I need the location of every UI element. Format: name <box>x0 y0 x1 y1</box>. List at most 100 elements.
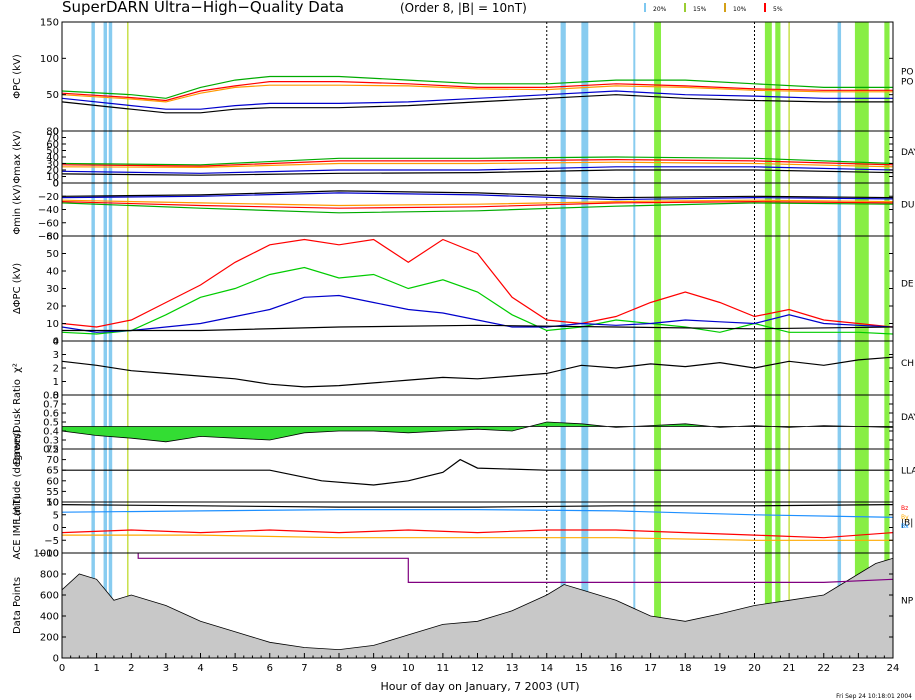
series-line <box>61 529 894 539</box>
quality-band <box>884 22 890 658</box>
y-tick-label: 10 <box>46 172 59 183</box>
x-axis: 0 1 2 3 4 5 6 7 8 9 10 11 12 13 14 15 16 17 18 19 20 21 22 23 24 <box>59 653 900 674</box>
y-tick-label: 70 <box>46 133 59 144</box>
series-line <box>61 81 893 102</box>
y-tick-label: −60 <box>38 218 59 229</box>
series-line <box>61 158 894 167</box>
legend-label: 5% <box>773 6 783 13</box>
y-tick-label: 65 <box>46 466 59 477</box>
y-axis-label: Φmax (kV) <box>12 130 23 183</box>
series-line <box>61 192 894 201</box>
quality-band <box>581 22 589 658</box>
right-label: PO <box>901 68 914 78</box>
y-tick-label: −10 <box>38 549 59 560</box>
quality-band <box>108 22 113 658</box>
quality-band <box>103 22 108 658</box>
y-tick-label: 0.5 <box>43 418 59 429</box>
x-tick-label: 10 <box>402 663 415 674</box>
x-tick-label: 21 <box>783 663 796 674</box>
x-tick-label: 24 <box>887 663 900 674</box>
quality-band <box>764 22 772 658</box>
series-line <box>62 458 893 486</box>
x-axis-label: Hour of day on January, 7 2003 (UT) <box>380 680 579 693</box>
y-tick-label: 0.8 <box>43 391 59 402</box>
figure-title: SuperDARN Ultra−High−Quality Data <box>62 0 344 16</box>
x-tick-label: 9 <box>370 663 376 674</box>
x-tick-label: 23 <box>852 663 865 674</box>
series-line <box>61 294 894 333</box>
y-tick-label: 0 <box>53 337 59 348</box>
quality-band <box>775 22 781 658</box>
series-line <box>137 553 894 583</box>
right-label: DE <box>901 280 914 290</box>
x-tick-label: 0 <box>59 663 65 674</box>
series-line <box>62 534 893 541</box>
quality-band <box>654 22 662 658</box>
series-line <box>61 199 894 207</box>
right-label: |B| <box>901 519 913 529</box>
x-tick-label: 13 <box>506 663 519 674</box>
y-tick-label: 0 <box>53 179 59 190</box>
series-line <box>61 356 894 388</box>
series-line <box>61 202 894 214</box>
series-line <box>61 190 894 199</box>
y-tick-label: 80 <box>46 127 59 138</box>
series-line <box>61 509 894 518</box>
y-tick-label: 10 <box>46 319 59 330</box>
right-label: DAY <box>901 148 915 158</box>
series-area <box>61 557 894 659</box>
y-tick-label: −80 <box>38 232 59 243</box>
y-axis-label: ΔΦPC (kV) <box>12 263 23 314</box>
y-tick-label: 600 <box>40 591 59 602</box>
x-tick-label: 1 <box>93 663 99 674</box>
series-line <box>61 161 894 169</box>
series-line <box>61 200 894 209</box>
x-tick-label: 20 <box>748 663 761 674</box>
y-tick-label: 50 <box>46 498 59 509</box>
legend-label: 20% <box>653 6 667 13</box>
quality-band <box>560 22 566 658</box>
y-tick-label: 200 <box>40 633 59 644</box>
x-tick-label: 17 <box>644 663 657 674</box>
y-tick-label: 20 <box>46 166 59 177</box>
legend-label: 10% <box>733 6 747 13</box>
quality-band <box>91 22 95 658</box>
x-tick-label: 14 <box>540 663 553 674</box>
x-tick-label: 3 <box>163 663 169 674</box>
right-label: PO <box>901 78 914 88</box>
x-tick-label: 12 <box>471 663 484 674</box>
series-line <box>61 90 893 110</box>
x-tick-label: 18 <box>679 663 692 674</box>
x-tick-label: 16 <box>610 663 623 674</box>
y-tick-label: 20 <box>46 302 59 313</box>
x-tick-label: 7 <box>301 663 307 674</box>
timestamp: Fri Sep 24 10:18:01 2004 <box>836 693 912 700</box>
series-line <box>61 238 894 328</box>
right-label: CH <box>901 359 914 369</box>
y-axis-label: Φmin (kV) <box>12 184 23 234</box>
y-tick-label: 55 <box>46 487 59 498</box>
y-tick-label: 10 <box>46 498 59 509</box>
y-tick-label: 70 <box>46 455 59 466</box>
right-label: NP <box>901 597 914 607</box>
legend-label: 15% <box>693 6 707 13</box>
y-tick-label: 0 <box>53 179 59 190</box>
y-tick-label: 40 <box>46 267 59 278</box>
series-line <box>61 84 893 103</box>
y-tick-label: 1000 <box>34 549 59 560</box>
x-tick-label: 2 <box>128 663 134 674</box>
y-tick-label: 150 <box>40 18 59 29</box>
y-tick-label: 60 <box>46 140 59 151</box>
right-label: LLA <box>901 467 915 477</box>
y-tick-label: 0.3 <box>43 436 59 447</box>
y-axis-label: Latitude (degrees) <box>12 429 23 521</box>
x-tick-label: 19 <box>714 663 727 674</box>
y-tick-label: 800 <box>40 570 59 581</box>
panel-delta-phi: 0 10 20 30 40 50 60 ΔΦPC (kV) DE <box>12 232 914 348</box>
y-axis-label: χ² <box>12 363 23 373</box>
imf-component-label: Bz <box>901 505 908 512</box>
y-tick-label: 0.4 <box>43 427 59 438</box>
y-tick-label: 0 <box>53 127 59 138</box>
